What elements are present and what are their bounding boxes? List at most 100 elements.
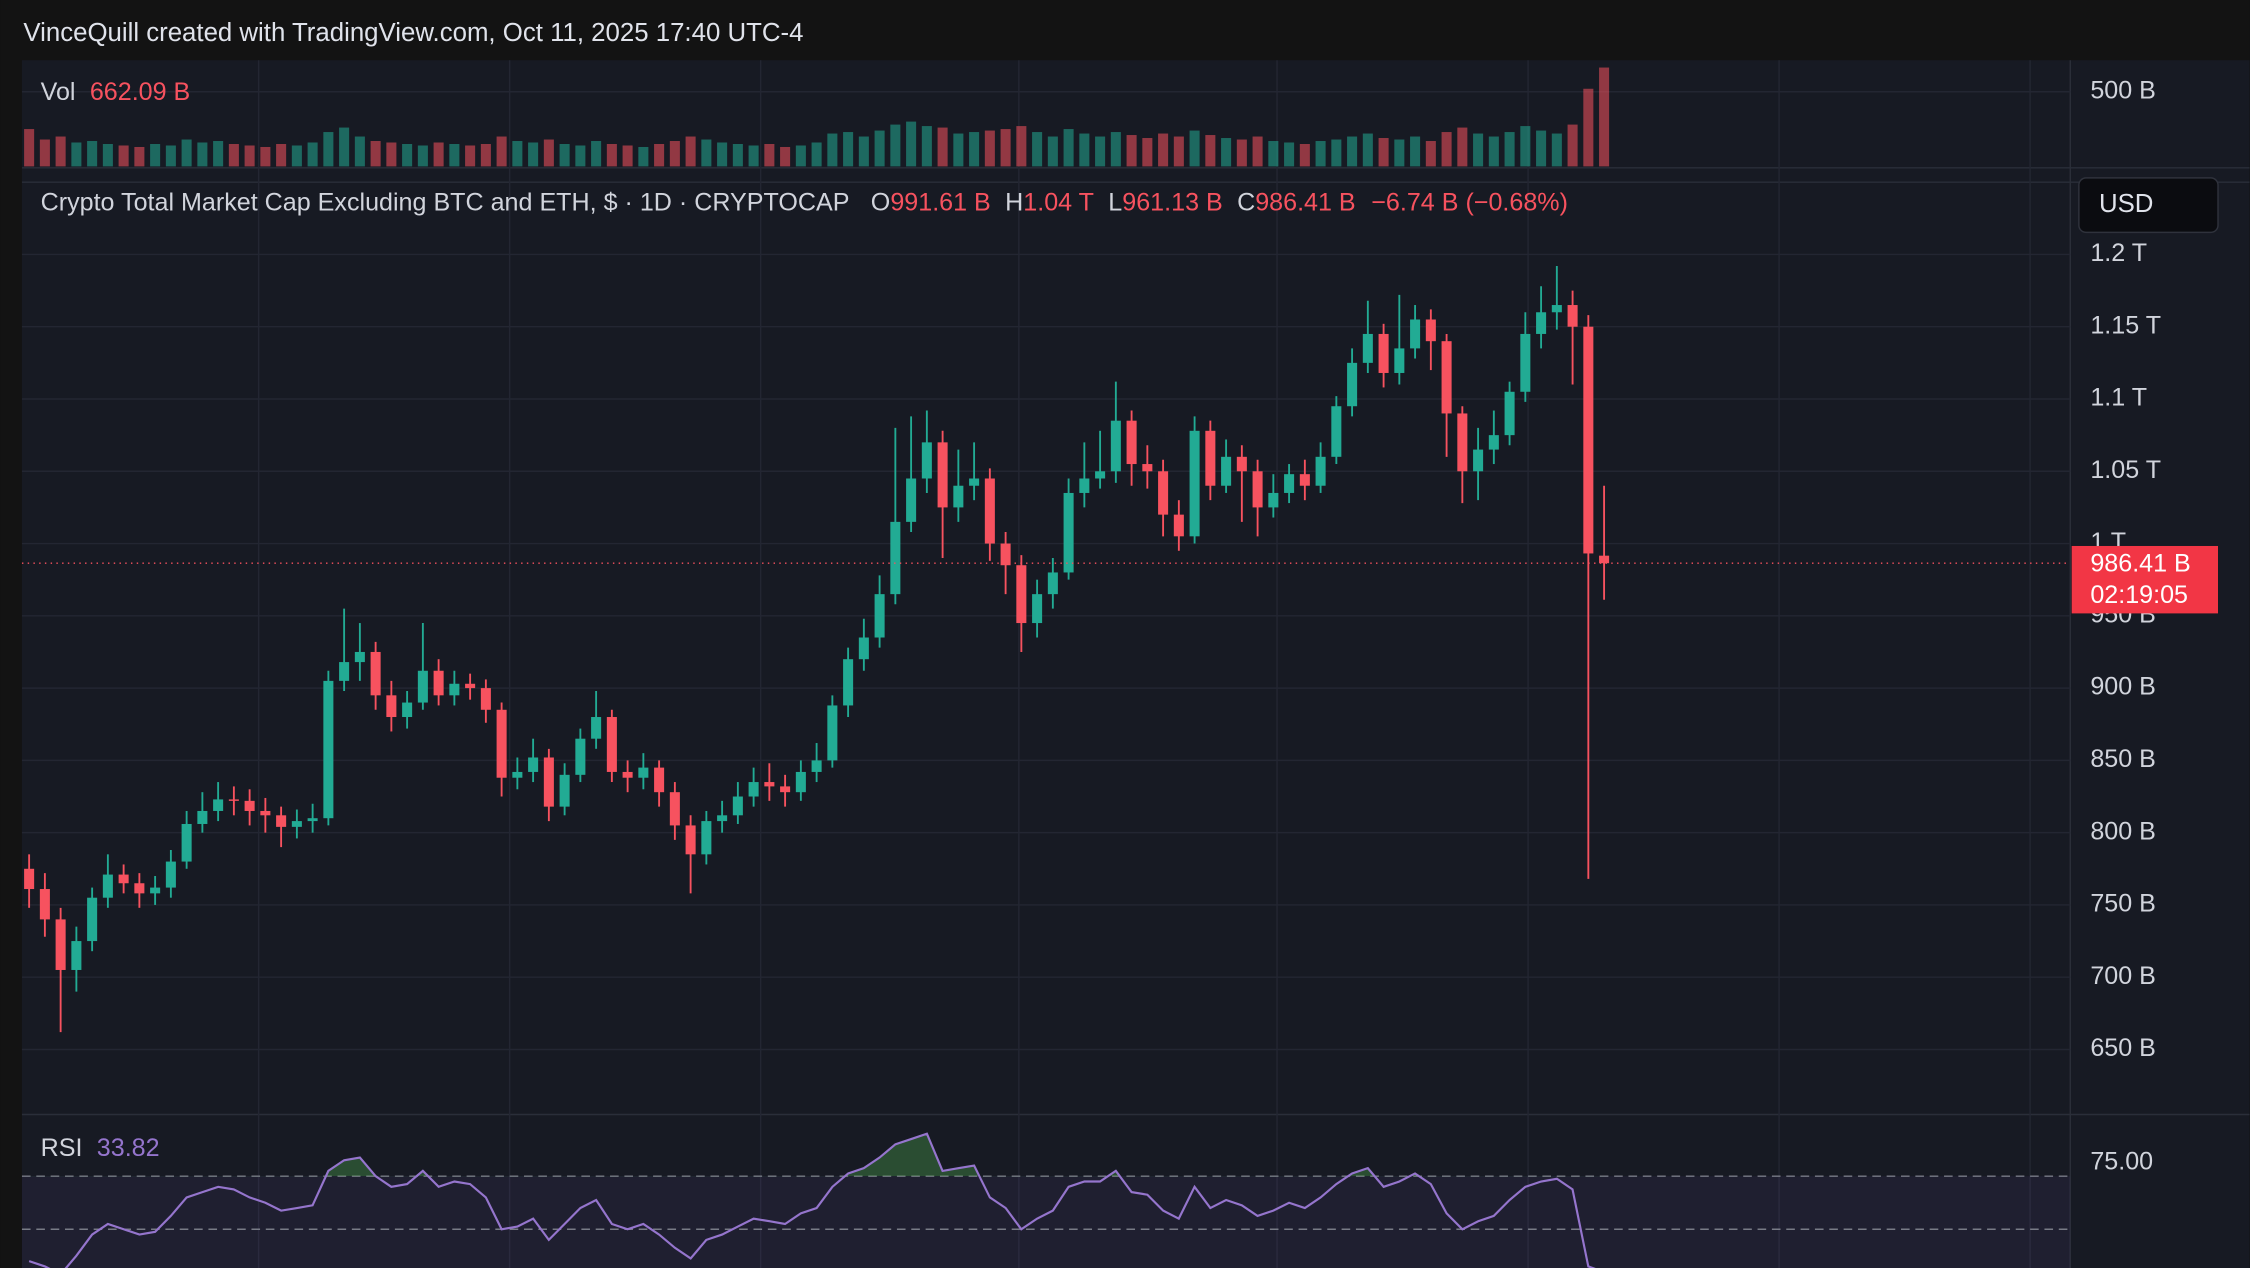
candle-body — [890, 521, 901, 595]
y-tick-label: 750 B — [2090, 890, 2156, 918]
candle-body — [1110, 420, 1121, 472]
volume-bar — [811, 142, 822, 167]
volume-bar — [528, 142, 539, 167]
volume-bar — [102, 143, 113, 167]
volume-bar — [1063, 129, 1074, 167]
volume-bar — [701, 139, 712, 167]
currency-label[interactable]: USD — [2099, 190, 2153, 218]
volume-bar — [858, 136, 869, 167]
watermark: VinceQuill created with TradingView.com,… — [23, 19, 803, 47]
vol-name: Vol — [41, 78, 76, 106]
candle-body — [102, 874, 113, 898]
rsi-band — [21, 1176, 2071, 1268]
volume-bar — [843, 132, 854, 167]
candle-body — [1583, 326, 1594, 554]
rsi-name: RSI — [41, 1134, 83, 1162]
ohlc-value: 991.61 B — [890, 188, 990, 216]
candle-body — [669, 792, 680, 826]
volume-bar — [1441, 132, 1452, 167]
candle-body — [1095, 471, 1106, 479]
candle-body — [1520, 333, 1531, 392]
candle-body — [1315, 456, 1326, 486]
volume-bar — [1583, 88, 1594, 167]
volume-bar — [1362, 133, 1373, 167]
candle-body — [1536, 312, 1547, 334]
volume-bar — [1378, 138, 1389, 167]
volume-bar — [906, 121, 917, 167]
candle-body — [417, 670, 428, 703]
ohlc-value: 986.41 B — [1255, 188, 1355, 216]
candle-body — [1378, 333, 1389, 373]
candle-body — [1410, 319, 1421, 349]
candle-body — [654, 767, 665, 793]
volume-bar — [71, 142, 82, 167]
candle-body — [496, 709, 507, 778]
volume-bar — [307, 142, 318, 167]
volume-bar — [795, 145, 806, 167]
candle-body — [969, 478, 980, 486]
candle-body — [181, 823, 192, 862]
currency-button[interactable] — [2078, 177, 2219, 234]
volume-bar — [748, 145, 759, 167]
volume-bar — [449, 143, 460, 167]
volume-bar — [764, 143, 775, 167]
volume-bar — [1536, 130, 1547, 167]
candle-body — [638, 767, 649, 778]
volume-bar — [1284, 142, 1295, 167]
candle-body — [717, 815, 728, 822]
candle-body — [1331, 406, 1342, 457]
candle-body — [858, 637, 869, 660]
y-tick-label: 900 B — [2090, 673, 2156, 701]
volume-bar — [165, 145, 176, 167]
volume-bar — [1173, 136, 1184, 167]
volume-bar — [1488, 136, 1499, 167]
volume-bar — [323, 132, 334, 167]
candle-body — [732, 796, 743, 816]
price-legend: Crypto Total Market Cap Excluding BTC an… — [41, 188, 1568, 216]
candle-body — [1362, 333, 1373, 363]
candle-body — [1567, 305, 1578, 327]
volume-bar — [937, 127, 948, 167]
price-tag-value: 986.41 B — [2090, 549, 2190, 577]
volume-bar — [417, 145, 428, 167]
candle-body — [165, 861, 176, 888]
volume-bar — [244, 145, 255, 167]
volume-bar — [1079, 133, 1090, 167]
candle-body — [1551, 305, 1562, 313]
candle-body — [1268, 492, 1279, 508]
volume-bar — [575, 145, 586, 167]
candle-body — [87, 897, 98, 942]
candle-body — [228, 799, 239, 801]
volume-bar — [1504, 132, 1515, 167]
candle-body — [307, 818, 318, 822]
y-tick-label: 500 B — [2090, 76, 2156, 104]
volume-bar — [890, 124, 901, 167]
candle-body — [71, 941, 82, 970]
volume-bar — [354, 136, 365, 167]
y-tick-label: 1.05 T — [2090, 456, 2161, 484]
candle-body — [370, 651, 381, 696]
ohlc-key: O — [871, 188, 891, 216]
candle-body — [937, 442, 948, 508]
volume-bar — [984, 130, 995, 167]
volume-bar — [1347, 136, 1358, 167]
candle-body — [1158, 471, 1169, 515]
candle-body — [260, 810, 271, 816]
candle-body — [39, 889, 50, 920]
volume-bar — [1047, 136, 1058, 167]
volume-bar — [717, 142, 728, 167]
candle-body — [433, 670, 444, 696]
change: −6.74 B (−0.68%) — [1371, 188, 1568, 216]
rsi-line — [28, 1132, 1596, 1268]
candle-body — [528, 757, 539, 772]
volume-bar — [1394, 139, 1405, 167]
volume-bar — [685, 136, 696, 167]
candle-body — [1236, 456, 1247, 472]
candle-body — [1173, 514, 1184, 537]
volume-bar — [87, 141, 98, 167]
candle-body — [55, 919, 66, 970]
candle-body — [953, 485, 964, 508]
volume-bar — [1205, 135, 1216, 167]
volume-bar — [276, 143, 287, 167]
